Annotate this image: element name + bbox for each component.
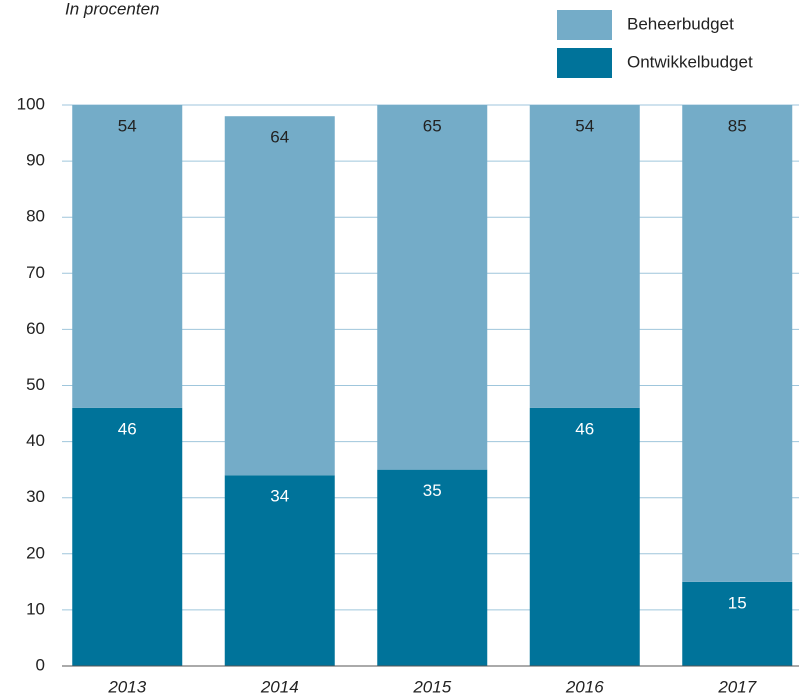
chart-subtitle: In procenten <box>65 0 160 18</box>
y-tick-label: 90 <box>26 151 45 170</box>
legend-swatch <box>557 48 612 78</box>
data-label: 64 <box>270 128 289 147</box>
data-label: 54 <box>118 116 137 135</box>
bar-segment <box>72 105 183 408</box>
y-tick-label: 100 <box>17 94 45 113</box>
y-tick-label: 30 <box>26 487 45 506</box>
data-label: 65 <box>423 116 442 135</box>
data-label: 46 <box>575 419 594 438</box>
y-tick-label: 60 <box>26 319 45 338</box>
x-tick-label: 2017 <box>717 677 756 696</box>
bar-segment <box>72 407 183 666</box>
bar-segment <box>377 105 488 470</box>
x-tick-label: 2014 <box>260 677 299 696</box>
y-tick-label: 40 <box>26 431 45 450</box>
bar-segment <box>224 116 335 476</box>
data-label: 46 <box>118 419 137 438</box>
data-label: 34 <box>270 487 289 506</box>
data-label: 35 <box>423 481 442 500</box>
bar-segment <box>529 105 640 408</box>
y-tick-label: 50 <box>26 375 45 394</box>
bar-segment <box>529 407 640 666</box>
data-label: 54 <box>575 116 594 135</box>
y-tick-label: 70 <box>26 263 45 282</box>
legend-label: Beheerbudget <box>627 14 734 33</box>
bar-segment <box>377 469 488 666</box>
data-label: 15 <box>728 593 747 612</box>
y-tick-label: 20 <box>26 543 45 562</box>
bar-segment <box>682 105 793 582</box>
legend-label: Ontwikkelbudget <box>627 52 753 71</box>
bar-segment <box>224 475 335 666</box>
legend-swatch <box>557 10 612 40</box>
y-tick-label: 80 <box>26 207 45 226</box>
bar-segment <box>682 581 793 666</box>
x-tick-label: 2016 <box>565 677 604 696</box>
y-tick-label: 0 <box>36 655 45 674</box>
y-tick-label: 10 <box>26 599 45 618</box>
data-label: 85 <box>728 116 747 135</box>
x-tick-label: 2013 <box>107 677 146 696</box>
x-tick-label: 2015 <box>412 677 451 696</box>
